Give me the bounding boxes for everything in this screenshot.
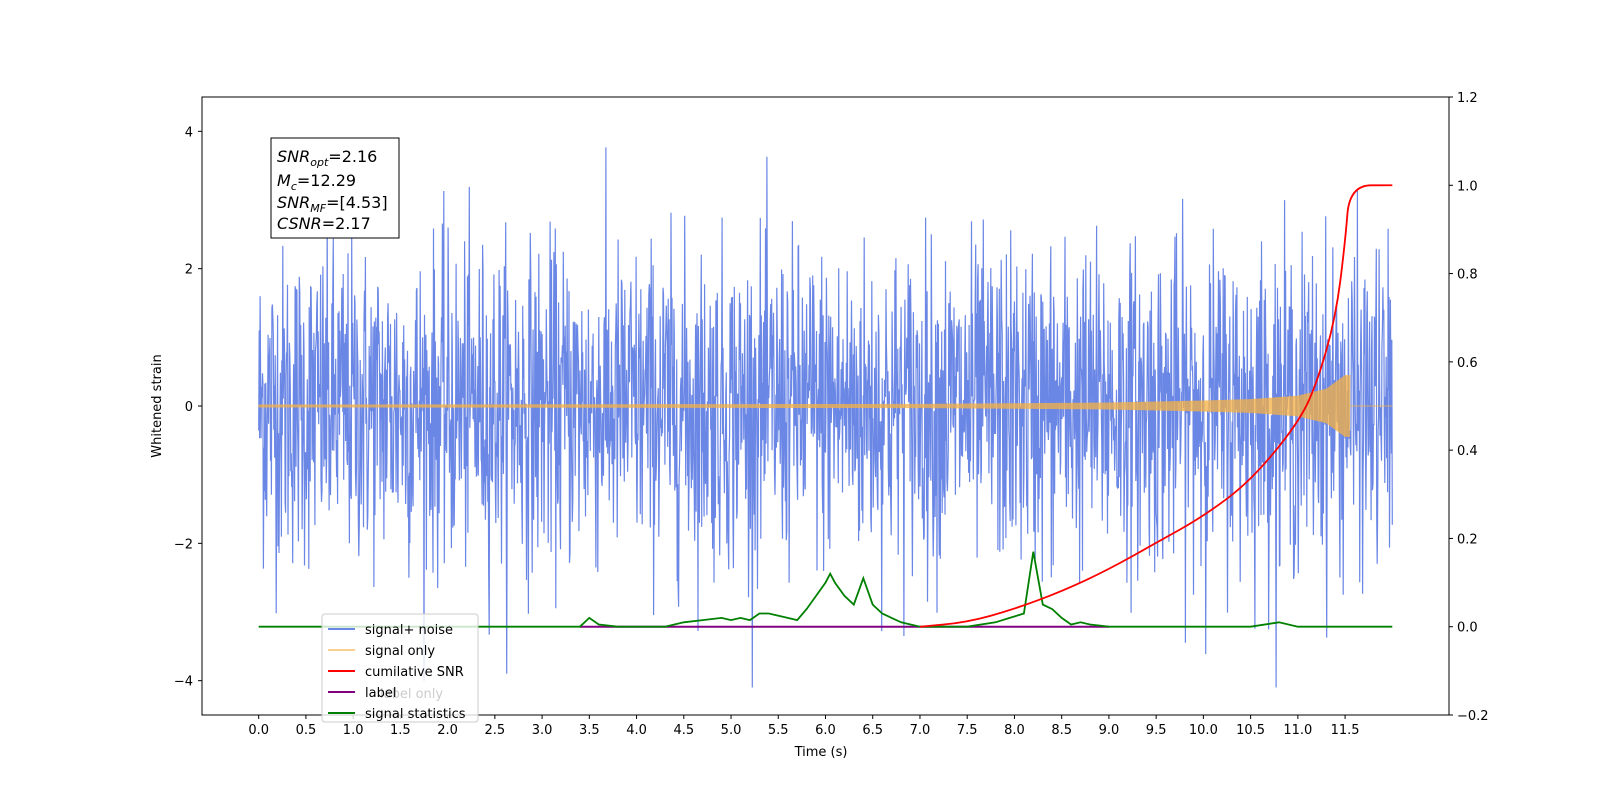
legend-label: signal only [365, 644, 435, 659]
y2-tick-label: 0.0 [1457, 621, 1478, 636]
x-axis-label: Time (s) [794, 745, 848, 760]
annotation-box: SNRopt=2.16 Mc=12.29 SNRMF=[4.53] CSNR=2… [270, 137, 400, 239]
x-tick-label: 3.5 [579, 723, 600, 738]
x-tick-label: 9.5 [1146, 723, 1167, 738]
x-tick-label: 6.0 [815, 723, 836, 738]
annotation-snr-opt: SNRopt=2.16 [277, 147, 377, 169]
x-tick-label: 7.0 [910, 723, 931, 738]
annotation-mc: Mc=12.29 [277, 171, 356, 193]
y2-tick-label: 0.8 [1457, 268, 1478, 283]
x-tick-label: 0.5 [296, 723, 317, 738]
y-tick-label: 0 [185, 400, 193, 415]
x-tick-label: 5.0 [721, 723, 742, 738]
x-axis-ticks: 0.0 0.5 1.0 1.5 2.0 2.5 3.0 3.5 4.0 4.5 5.0 5.5 6.0 6… [248, 715, 1360, 738]
series-signal-noise [258, 147, 1393, 688]
legend: label only signal+ noise signal only cumila… [321, 613, 479, 723]
x-tick-label: 8.0 [1004, 723, 1025, 738]
y2-tick-label: 1.2 [1457, 91, 1478, 106]
x-tick-label: 1.0 [343, 723, 364, 738]
legend-label: label [365, 686, 396, 701]
x-tick-label: 7.5 [957, 723, 978, 738]
legend-label: cumilative SNR [365, 665, 464, 680]
y2-axis-ticks: −0.2 0.0 0.2 0.4 0.6 0.8 1.0 1.2 [1449, 91, 1489, 724]
annotation-csnr: CSNR=2.17 [277, 214, 371, 233]
y2-tick-label: 0.2 [1457, 532, 1478, 547]
x-tick-label: 3.0 [532, 723, 553, 738]
series-signal-only [258, 375, 1351, 437]
series-cumulative-snr [919, 184, 1393, 628]
x-tick-label: 10.0 [1189, 723, 1218, 738]
x-tick-label: 8.5 [1051, 723, 1072, 738]
x-tick-label: 10.5 [1236, 723, 1265, 738]
x-tick-label: 9.0 [1099, 723, 1120, 738]
y-axis-ticks: −4 −2 0 2 4 [174, 125, 202, 690]
annotation-snr-mf: SNRMF=[4.53] [277, 193, 388, 215]
x-tick-label: 2.0 [437, 723, 458, 738]
y-axis-label: Whitened strain [150, 354, 165, 457]
x-tick-label: 11.5 [1331, 723, 1360, 738]
x-tick-label: 2.5 [485, 723, 506, 738]
y2-tick-label: 0.4 [1457, 444, 1478, 459]
y-tick-label: 4 [185, 125, 193, 140]
x-tick-label: 0.0 [248, 723, 269, 738]
x-tick-label: 4.5 [673, 723, 694, 738]
x-tick-label: 1.5 [390, 723, 411, 738]
x-tick-label: 5.5 [768, 723, 789, 738]
y-tick-label: −2 [174, 537, 193, 552]
series-signal-statistics [258, 551, 1393, 628]
x-tick-label: 4.0 [626, 723, 647, 738]
y-tick-label: 2 [185, 263, 193, 278]
x-tick-label: 6.5 [862, 723, 883, 738]
legend-label: signal statistics [365, 707, 466, 722]
y2-tick-label: 0.6 [1457, 356, 1478, 371]
y2-tick-label: −0.2 [1457, 709, 1489, 724]
y2-tick-label: 1.0 [1457, 179, 1478, 194]
x-tick-label: 11.0 [1283, 723, 1312, 738]
legend-label: signal+ noise [365, 623, 453, 638]
y-tick-label: −4 [174, 675, 193, 690]
legend-label-faint: label only [380, 687, 443, 702]
